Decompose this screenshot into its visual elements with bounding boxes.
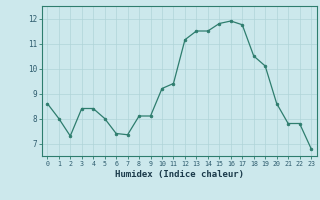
X-axis label: Humidex (Indice chaleur): Humidex (Indice chaleur) xyxy=(115,170,244,179)
